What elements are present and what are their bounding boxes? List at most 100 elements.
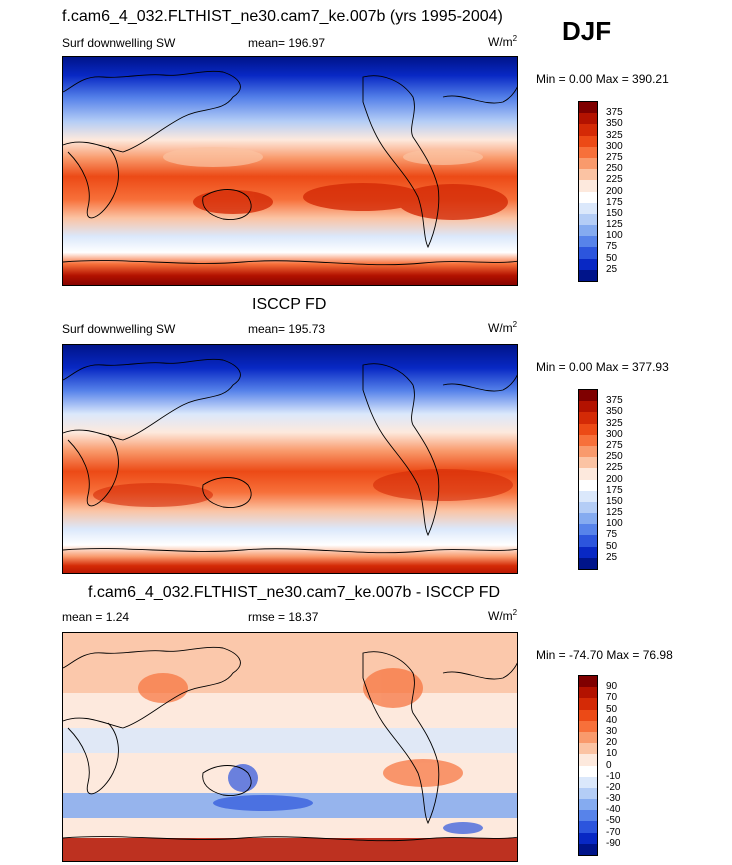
panel1-map — [62, 56, 518, 286]
colorbar-swatch — [579, 445, 597, 458]
colorbar-swatch — [579, 113, 597, 125]
colorbar-tick-label: 275 — [606, 439, 623, 451]
colorbar-swatch — [579, 202, 597, 214]
colorbar-swatch — [579, 765, 597, 777]
panel2-variable-label: Surf downwelling SW — [62, 322, 176, 336]
colorbar-tick-label: 125 — [606, 219, 623, 231]
colorbar-swatch — [579, 799, 597, 811]
panel3-mean-label: mean = 1.24 — [62, 610, 130, 624]
colorbar-tick-label: 175 — [606, 196, 623, 208]
colorbar-swatch — [579, 676, 597, 688]
colorbar-tick-label: 75 — [606, 241, 618, 253]
colorbar-tick-label: 100 — [606, 230, 623, 242]
colorbar-swatch — [579, 135, 597, 147]
panel1-units: W/m2 — [488, 34, 518, 49]
colorbar-tick-label: 25 — [606, 551, 618, 563]
colorbar-swatch — [579, 821, 597, 833]
colorbar-tick-label: 325 — [606, 417, 623, 429]
colorbar-tick-label: 30 — [606, 725, 618, 737]
colorbar-swatch — [579, 832, 597, 844]
colorbar-tick-label: 200 — [606, 185, 623, 197]
colorbar-swatch — [579, 401, 597, 413]
colorbar-swatch — [579, 687, 597, 699]
colorbar-swatch — [579, 423, 597, 435]
panel2-title: ISCCP FD — [252, 296, 327, 313]
colorbar-tick-label: 125 — [606, 507, 623, 519]
colorbar-swatch — [579, 501, 597, 514]
colorbar-swatch — [579, 513, 597, 525]
colorbar-swatch — [579, 457, 597, 469]
colorbar-swatch — [579, 479, 597, 491]
colorbar-swatch — [579, 236, 597, 248]
colorbar-swatch — [579, 434, 597, 446]
colorbar-swatch — [579, 412, 597, 424]
colorbar-swatch — [579, 180, 597, 192]
colorbar-tick-label: 375 — [606, 395, 623, 407]
panel3-minmax: Min = -74.70 Max = 76.98 — [536, 648, 673, 662]
colorbar-tick-label: 350 — [606, 406, 623, 418]
panel1-minmax: Min = 0.00 Max = 390.21 — [536, 72, 669, 86]
colorbar-swatch — [579, 524, 597, 536]
colorbar-swatch — [579, 146, 597, 158]
colorbar-tick-label: 50 — [606, 540, 618, 552]
colorbar-tick-label: 275 — [606, 151, 623, 163]
colorbar-tick-label: 375 — [606, 107, 623, 119]
colorbar-tick-label: 0 — [606, 759, 612, 771]
panel2-mean-label: mean= 195.73 — [248, 322, 326, 336]
colorbar-swatch — [579, 720, 597, 732]
season-label: DJF — [562, 16, 612, 46]
colorbar-swatch — [579, 468, 597, 480]
colorbar-tick-label: 90 — [606, 681, 618, 693]
colorbar-swatch — [579, 731, 597, 744]
colorbar-tick-label: 10 — [606, 748, 618, 760]
colorbar-tick-label: 50 — [606, 703, 618, 715]
colorbar-tick-label: 150 — [606, 495, 623, 507]
colorbar-swatch — [579, 390, 597, 402]
colorbar-swatch — [579, 102, 597, 114]
colorbar-tick-label: -30 — [606, 793, 621, 805]
colorbar-tick-label: -50 — [606, 815, 621, 827]
colorbar-swatch — [579, 169, 597, 181]
colorbar-swatch — [579, 709, 597, 721]
panel3-units: W/m2 — [488, 608, 518, 623]
colorbar-tick-label: -90 — [606, 837, 621, 849]
colorbar-tick-label: 70 — [606, 692, 618, 704]
colorbar-swatch — [579, 269, 597, 281]
colorbar-tick-label: 350 — [606, 118, 623, 130]
colorbar-tick-label: 25 — [606, 263, 618, 275]
panel3-colorbar — [578, 675, 598, 856]
colorbar-swatch — [579, 490, 597, 502]
colorbar-tick-label: 20 — [606, 737, 618, 749]
panel2-map — [62, 344, 518, 574]
panel2-colorbar — [578, 389, 598, 570]
colorbar-swatch — [579, 557, 597, 569]
colorbar-tick-label: -40 — [606, 804, 621, 816]
colorbar-tick-label: 325 — [606, 129, 623, 141]
panel1-title: f.cam6_4_032.FLTHIST_ne30.cam7_ke.007b (… — [62, 8, 503, 25]
panel3-title: f.cam6_4_032.FLTHIST_ne30.cam7_ke.007b -… — [88, 584, 501, 601]
colorbar-swatch — [579, 258, 597, 270]
colorbar-swatch — [579, 225, 597, 237]
colorbar-tick-label: 100 — [606, 518, 623, 530]
colorbar-swatch — [579, 810, 597, 822]
panel1-colorbar — [578, 101, 598, 282]
colorbar-tick-label: 225 — [606, 462, 623, 474]
colorbar-swatch — [579, 754, 597, 766]
colorbar-tick-label: 225 — [606, 174, 623, 186]
colorbar-swatch — [579, 157, 597, 170]
panel3-rmse-label: rmse = 18.37 — [248, 610, 319, 624]
colorbar-swatch — [579, 213, 597, 226]
colorbar-tick-label: 40 — [606, 714, 618, 726]
colorbar-swatch — [579, 698, 597, 710]
colorbar-swatch — [579, 191, 597, 203]
colorbar-swatch — [579, 776, 597, 788]
colorbar-tick-label: 300 — [606, 428, 623, 440]
colorbar-tick-label: 250 — [606, 451, 623, 463]
panel1-variable-label: Surf downwelling SW — [62, 36, 176, 50]
colorbar-swatch — [579, 247, 597, 259]
colorbar-tick-label: -70 — [606, 826, 621, 838]
panel1-mean-label: mean= 196.97 — [248, 36, 326, 50]
colorbar-tick-label: 200 — [606, 473, 623, 485]
colorbar-swatch — [579, 124, 597, 136]
panel2-units: W/m2 — [488, 320, 518, 335]
